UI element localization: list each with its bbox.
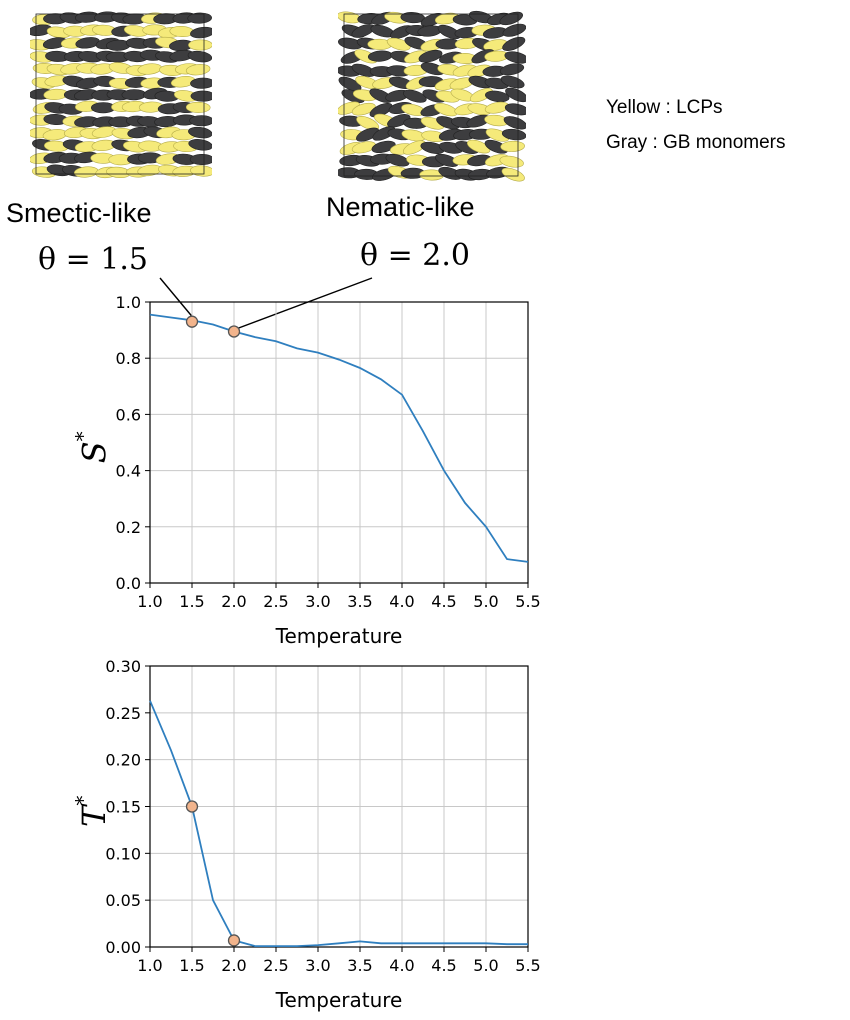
gb-monomer-particle: [187, 50, 212, 63]
highlight-point: [227, 325, 241, 338]
gb-monomer-particle: [188, 126, 212, 139]
gb-monomer-particle: [500, 75, 525, 89]
y-tick-label: 0.05: [105, 891, 141, 910]
lcp-particle: [338, 101, 361, 115]
lcp-particle: [501, 167, 525, 182]
series-line: [149, 313, 529, 563]
lcp-particle: [469, 88, 493, 103]
x-tick-label: 2.5: [263, 592, 288, 611]
x-axis-label: Temperature: [275, 624, 403, 648]
chart-t-ylabel: T*: [70, 795, 113, 827]
x-tick-label: 5.0: [473, 592, 498, 611]
x-tick-label: 2.0: [221, 956, 246, 975]
highlight-point: [185, 315, 199, 328]
gb-monomer-particle: [189, 153, 212, 166]
plot-frame: [149, 301, 529, 584]
callout-lines: [159, 277, 373, 330]
gb-monomer-particle: [356, 127, 380, 142]
x-tick-label: 4.0: [389, 956, 414, 975]
smectic-snapshot-image: [30, 11, 212, 179]
y-tick-label: 0.20: [105, 751, 141, 770]
x-tick-label: 3.0: [305, 592, 330, 611]
y-tick-label: 0.8: [116, 349, 141, 368]
gb-monomer-particle: [189, 115, 212, 127]
highlight-point: [227, 934, 241, 947]
smectic-theta-label: θ = 1.5: [38, 242, 148, 277]
x-tick-label: 3.0: [305, 956, 330, 975]
highlight-point: [185, 800, 199, 813]
nematic-theta-label: θ = 2.0: [360, 238, 470, 273]
x-tick-label: 4.5: [431, 956, 456, 975]
nematic-label: Nematic-like: [326, 192, 475, 222]
x-tick-label: 1.5: [179, 956, 204, 975]
nematic-snapshot-image: [338, 10, 526, 182]
x-tick-label: 2.0: [221, 592, 246, 611]
y-tick-label: 0.0: [116, 574, 141, 593]
legend-gray: Gray : GB monomers: [606, 132, 786, 153]
callout-line-smectic: [159, 277, 196, 321]
y-tick-label: 0.2: [116, 518, 141, 537]
x-tick-label: 2.5: [263, 956, 288, 975]
gb-monomer-particle: [503, 116, 526, 130]
lcp-particle: [467, 139, 491, 154]
t-parameter-chart: 1.0 1.5 2.0 2.5 3.0 3.5 4.0 4.5 5.0 5.5 0.00 0.05 0.…: [105, 657, 540, 1012]
y-tick-label: 1.0: [116, 293, 141, 312]
gb-monomer-particle: [403, 89, 427, 103]
simulation-box: [343, 13, 519, 177]
gb-monomer-particle: [371, 140, 396, 154]
x-tick-label: 4.0: [389, 592, 414, 611]
lcp-particle: [188, 39, 212, 51]
y-tick-label: 0.10: [105, 844, 141, 863]
chart-s-ylabel: S*: [70, 431, 114, 464]
x-tick-label: 3.5: [347, 956, 372, 975]
lcp-particle: [351, 102, 376, 116]
x-tick-label: 5.5: [515, 956, 540, 975]
simulation-box: [35, 13, 205, 175]
x-tick-label: 5.5: [515, 592, 540, 611]
y-tick-label: 0.4: [116, 462, 141, 481]
x-tick-label: 1.5: [179, 592, 204, 611]
series-line: [149, 700, 528, 948]
x-tick-label: 1.0: [137, 592, 162, 611]
y-tick-label: 0.25: [105, 704, 141, 723]
gb-monomer-particle: [485, 90, 510, 103]
y-tick-label: 0.30: [105, 657, 141, 676]
gb-monomer-particle: [501, 128, 526, 141]
gb-monomer-particle: [505, 87, 526, 103]
gb-monomer-particle: [338, 76, 362, 92]
gb-monomer-particle: [190, 77, 212, 89]
gb-monomer-particle: [190, 26, 212, 39]
gb-monomer-particle: [187, 12, 212, 24]
lcp-particle: [386, 37, 411, 51]
gb-monomer-particle: [418, 49, 443, 63]
y-tick-label: 0.00: [105, 938, 141, 957]
order-parameter-chart: 1.0 1.5 2.0 2.5 3.0 3.5 4.0 4.5 5.0 5.5 0.0 0.2 0.4 0…: [116, 293, 541, 648]
y-tick-label: 0.15: [105, 798, 141, 817]
gb-monomer-particle: [502, 36, 526, 51]
gb-monomer-particle: [502, 23, 526, 37]
x-tick-label: 5.0: [473, 956, 498, 975]
legend-yellow: Yellow : LCPs: [606, 97, 723, 118]
x-tick-label: 4.5: [431, 592, 456, 611]
gb-monomer-particle: [387, 114, 411, 128]
x-axis-label: Temperature: [275, 988, 403, 1012]
lcp-particle: [500, 140, 525, 152]
callout-line-nematic: [235, 277, 373, 330]
gb-monomer-particle: [499, 11, 523, 26]
gb-monomer-particle: [188, 139, 212, 151]
smectic-label: Smectic-like: [6, 198, 152, 228]
x-tick-label: 1.0: [137, 956, 162, 975]
y-tick-label: 0.6: [116, 405, 141, 424]
gb-monomer-particle: [190, 90, 212, 102]
lcp-particle: [356, 116, 380, 131]
x-tick-label: 3.5: [347, 592, 372, 611]
gb-monomer-particle: [385, 153, 410, 167]
